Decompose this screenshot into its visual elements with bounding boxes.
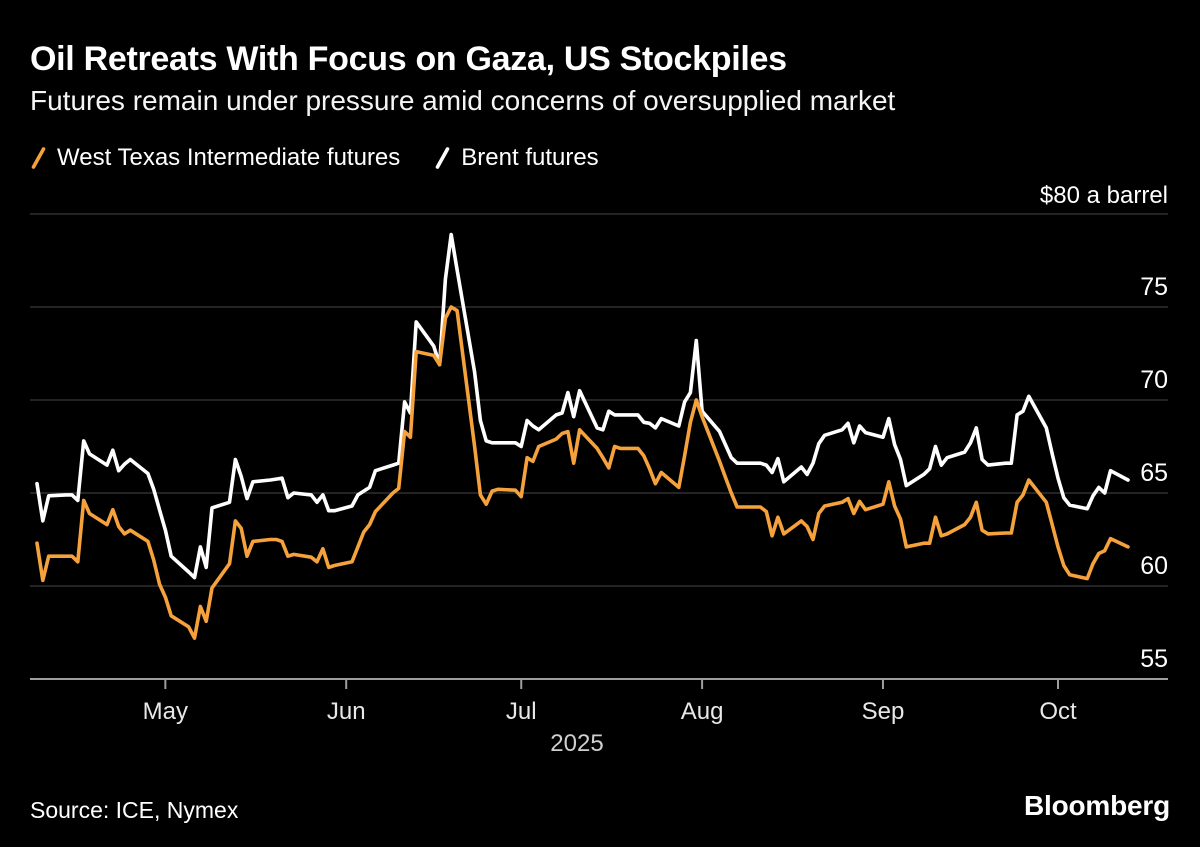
- wti-line: [35, 305, 1130, 640]
- chart-legend: West Texas Intermediate futures Brent fut…: [30, 144, 599, 172]
- x-tick-label-oct: Oct: [1039, 698, 1077, 725]
- legend-label-brent: Brent futures: [461, 144, 599, 171]
- y-tick-label-65: 65: [1140, 459, 1168, 487]
- y-tick-label-55: 55: [1140, 645, 1168, 673]
- x-tick-label-aug: Aug: [680, 698, 724, 725]
- legend-item-wti: West Texas Intermediate futures: [30, 144, 400, 172]
- y-tick-label-60: 60: [1140, 552, 1168, 580]
- legend-label-wti: West Texas Intermediate futures: [57, 144, 401, 171]
- x-axis-year-label: 2025: [550, 730, 604, 757]
- x-tick-label-may: May: [142, 698, 189, 725]
- chart-subtitle: Futures remain under pressure amid conce…: [30, 85, 896, 116]
- y-tick-label-70: 70: [1140, 366, 1168, 394]
- x-tick-label-sep: Sep: [861, 698, 905, 725]
- legend-item-brent: Brent futures: [434, 144, 599, 172]
- x-tick-label-jul: Jul: [505, 698, 537, 725]
- chart-title: Oil Retreats With Focus on Gaza, US Stoc…: [30, 40, 787, 78]
- bloomberg-logo: Bloomberg: [1024, 790, 1170, 821]
- source-note: Source: ICE, Nymex: [30, 797, 239, 823]
- wti-slash-icon: [31, 147, 46, 169]
- x-tick-label-jun: Jun: [326, 698, 366, 725]
- brent-line: [35, 232, 1130, 580]
- brent-slash-icon: [435, 147, 450, 169]
- y-axis-top-label: $80 a barrel: [1039, 182, 1168, 209]
- y-tick-label-75: 75: [1140, 273, 1168, 301]
